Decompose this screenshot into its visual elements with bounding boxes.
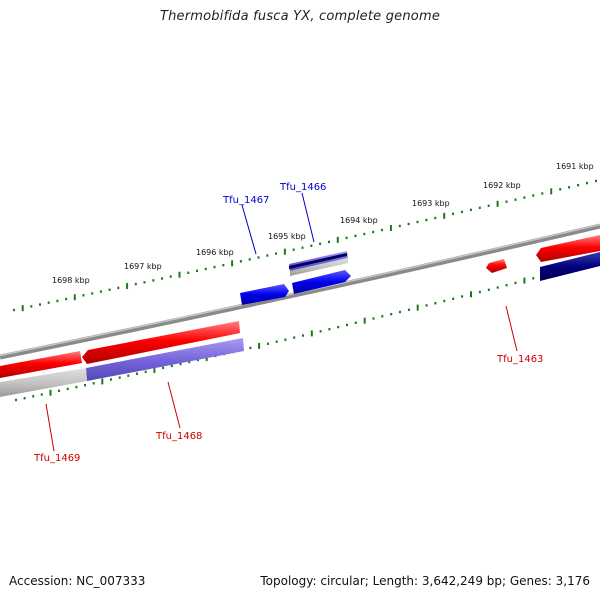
gene-arrow-tfu-1466[interactable]	[292, 270, 351, 294]
ruler-label-1691: 1691 kbp	[556, 162, 594, 171]
ruler-label-1693: 1693 kbp	[412, 199, 450, 208]
cds-band-right[interactable]	[540, 252, 600, 281]
gene-arrow-tfu-1467[interactable]	[240, 284, 289, 305]
cds-band-tfu-1468[interactable]	[86, 338, 244, 381]
genome-summary-text: Topology: circular; Length: 3,642,249 bp…	[260, 574, 590, 588]
ruler-label-1695: 1695 kbp	[268, 232, 306, 241]
forward-genes	[0, 235, 600, 378]
gene-labels: Tfu_1467 Tfu_1466 Tfu_1463 Tfu_1468 Tfu_…	[33, 182, 543, 464]
ruler-labels: 1691 kbp 1692 kbp 1693 kbp 1694 kbp 1695…	[52, 162, 594, 285]
ruler-label-1698: 1698 kbp	[52, 276, 90, 285]
gene-label-tfu-1466[interactable]: Tfu_1466	[279, 182, 326, 193]
gene-label-tfu-1468[interactable]: Tfu_1468	[155, 431, 202, 442]
gene-label-tfu-1463[interactable]: Tfu_1463	[496, 354, 543, 365]
ruler-ticks-outer	[13, 179, 597, 312]
ruler-label-1692: 1692 kbp	[483, 181, 521, 190]
gene-label-tfu-1469[interactable]: Tfu_1469	[33, 453, 80, 464]
cds-band-tfu-1469[interactable]	[0, 368, 87, 397]
ruler-label-1694: 1694 kbp	[340, 216, 378, 225]
ruler-label-1697: 1697 kbp	[124, 262, 162, 271]
gene-label-tfu-1467[interactable]: Tfu_1467	[222, 195, 269, 206]
accession-text: Accession: NC_007333	[9, 574, 146, 588]
genome-backbone	[0, 223, 600, 360]
gene-arrow-left-edge[interactable]	[0, 366, 5, 376]
label-leaders	[45, 192, 518, 452]
gene-arrow-tfu-1469[interactable]	[0, 351, 82, 378]
gene-arrow-forward-right[interactable]	[536, 235, 600, 262]
ruler-label-1696: 1696 kbp	[196, 248, 234, 257]
cds-band-tfu-1466[interactable]	[289, 251, 348, 276]
gene-arrow-tfu-1468[interactable]	[82, 321, 240, 364]
gene-arrow-tfu-1463[interactable]	[486, 259, 507, 273]
page-title: Thermobifida fusca YX, complete genome	[159, 9, 441, 24]
